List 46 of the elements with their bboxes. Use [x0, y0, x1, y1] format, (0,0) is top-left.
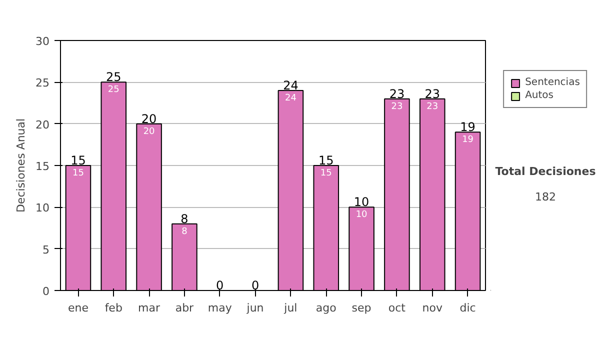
text: 182	[535, 190, 556, 204]
y-tick-label: 25	[36, 76, 50, 90]
x-tick-label: dic	[460, 302, 476, 314]
y-tick-label: 20	[36, 118, 50, 132]
total-label: 19	[460, 120, 476, 134]
data-label: 25	[108, 85, 120, 96]
data-label: 8	[182, 226, 188, 237]
total-label: 15	[70, 154, 86, 168]
y-tick-label: 5	[42, 243, 50, 256]
legend-label: Sentencias	[525, 77, 580, 88]
data-label: 10	[356, 210, 368, 220]
total-label: 23	[424, 86, 440, 101]
y-axis-title: Decisiones Anual	[14, 118, 28, 213]
legend-label: Autos	[525, 90, 554, 101]
x-tick-label: abr	[175, 302, 194, 314]
x-tick-label: feb	[104, 302, 122, 314]
total-label: 25	[106, 70, 122, 84]
x-tick-label: jul	[283, 302, 298, 314]
data-label: 20	[143, 126, 156, 137]
total-label: 23	[389, 86, 405, 101]
x-tick-label: ene	[68, 302, 89, 314]
x-tick-label: oct	[388, 302, 406, 314]
total-label: 20	[141, 112, 157, 126]
x-tick-label: ago	[316, 302, 337, 314]
y-tick-label: 0	[42, 285, 50, 298]
total-label: 8	[180, 212, 188, 226]
data-label: 15	[320, 168, 332, 178]
data-label: 24	[284, 94, 297, 104]
total-label: 0	[251, 278, 260, 292]
total-label: 10	[354, 195, 370, 210]
x-tick-label: may	[208, 302, 232, 314]
x-tick-label: mar	[138, 302, 161, 314]
total-label: 0	[216, 278, 224, 292]
total-label: 24	[283, 78, 298, 92]
x-tick-label: nov	[422, 302, 443, 314]
y-tick-label: 15	[36, 160, 50, 173]
data-label: 15	[72, 168, 84, 178]
data-label: 19	[462, 135, 474, 146]
y-tick-label: 10	[36, 202, 50, 215]
x-tick-label: jun	[246, 302, 264, 314]
text: Total Decisiones	[495, 165, 596, 178]
data-label: 23	[391, 102, 403, 112]
data-label: 23	[426, 102, 438, 112]
y-tick-label: 30	[36, 35, 50, 48]
x-tick-label: sep	[352, 302, 372, 314]
total-label: 15	[318, 154, 334, 168]
